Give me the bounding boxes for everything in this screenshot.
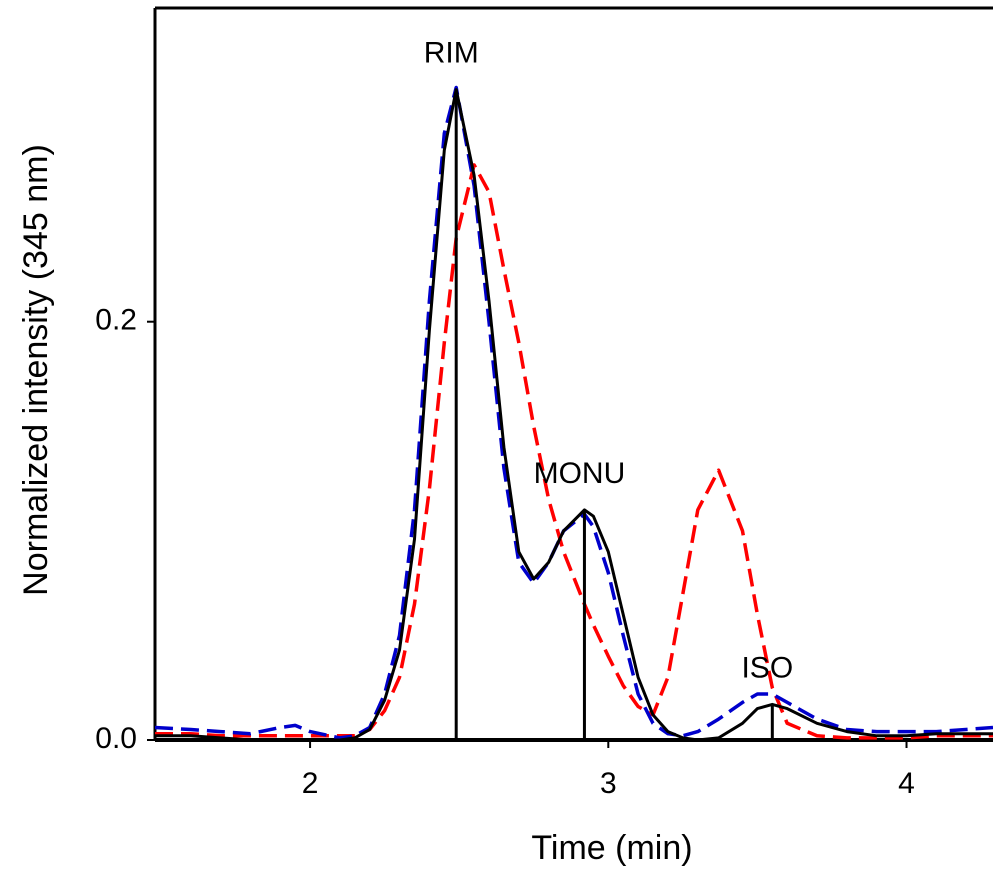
series-line	[155, 88, 993, 742]
x-tick-label: 4	[898, 767, 915, 800]
series-line	[155, 163, 993, 740]
y-axis-title: Normalized intensity (345 nm)	[17, 144, 55, 596]
peak-label: MONU	[534, 457, 626, 490]
x-tick-label: 2	[302, 767, 319, 800]
series-line	[154, 85, 993, 740]
y-tick-label: 0.0	[95, 722, 137, 755]
peak-label: RIM	[424, 36, 479, 69]
peak-label: ISO	[741, 651, 793, 684]
y-tick-label: 0.2	[95, 304, 137, 337]
x-axis-title: Time (min)	[531, 829, 692, 867]
x-tick-label: 3	[600, 767, 617, 800]
